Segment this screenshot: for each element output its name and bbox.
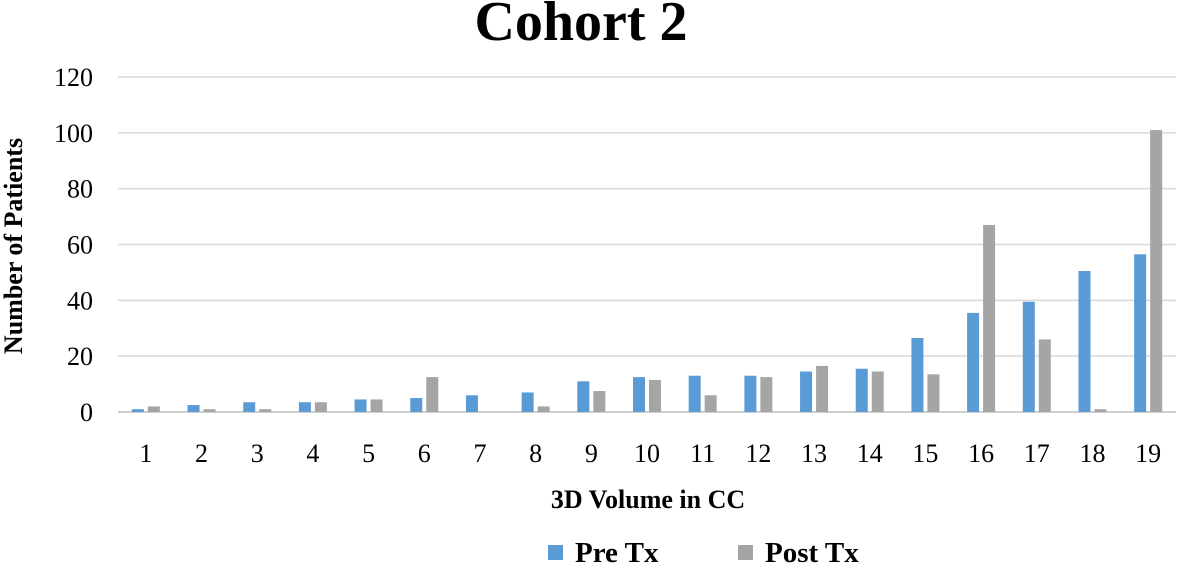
x-axis-label: 3D Volume in CC: [551, 485, 745, 514]
x-tick-label: 8: [529, 439, 542, 468]
y-tick-label: 20: [67, 342, 93, 371]
x-tick-label: 7: [473, 439, 486, 468]
bar-pre-tx: [187, 405, 200, 412]
bar-post-tx: [927, 374, 940, 412]
x-tick-label: 15: [912, 439, 938, 468]
x-tick-label: 18: [1079, 439, 1105, 468]
bar-pre-tx: [688, 375, 701, 412]
bar-post-tx: [147, 406, 160, 412]
x-tick-label: 12: [745, 439, 771, 468]
bar-pre-tx: [967, 312, 980, 412]
legend-swatch: [548, 545, 563, 560]
bar-post-tx: [983, 224, 996, 412]
gridlines: [118, 76, 1176, 413]
x-axis-ticks: 1 2 3 4 5 6 7 8 9 10 11 12 13 14 15 16 17 18 19: [139, 439, 1161, 468]
x-tick-label: 2: [195, 439, 208, 468]
bar-pre-tx: [633, 377, 645, 412]
y-axis-ticks: 0 20 40 60 80 100 120: [54, 63, 93, 427]
bar-pre-tx: [911, 338, 924, 412]
bar-post-tx: [649, 379, 661, 412]
bar-pre-tx: [298, 402, 311, 412]
bar-pre-tx: [1078, 271, 1091, 412]
legend-label: Pre Tx: [575, 537, 659, 569]
x-tick-label: 3: [251, 439, 264, 468]
bar-pre-tx: [465, 395, 478, 412]
bar-post-tx: [259, 409, 272, 412]
x-tick-label: 9: [585, 439, 598, 468]
bar-pre-tx: [1134, 254, 1147, 412]
bar-post-tx: [816, 365, 829, 412]
bar-post-tx: [593, 391, 606, 412]
y-tick-label: 100: [54, 119, 93, 148]
x-tick-label: 10: [634, 439, 660, 468]
x-tick-label: 1: [139, 439, 152, 468]
bar-pre-tx: [800, 371, 813, 412]
bar-post-tx: [370, 399, 383, 412]
x-tick-label: 19: [1135, 439, 1161, 468]
x-tick-label: 4: [306, 439, 319, 468]
bar-pre-tx: [410, 398, 423, 412]
x-tick-label: 17: [1024, 439, 1050, 468]
bar-post-tx: [314, 402, 327, 412]
y-tick-label: 60: [67, 231, 93, 260]
bar-pre-tx: [521, 392, 534, 412]
bar-pre-tx: [243, 402, 256, 412]
bar-pre-tx: [1022, 301, 1035, 412]
bar-post-tx: [704, 395, 717, 412]
bar-pre-tx: [855, 368, 868, 412]
y-tick-label: 0: [80, 398, 93, 427]
bar-post-tx: [760, 377, 773, 412]
x-tick-label: 6: [418, 439, 431, 468]
bar-post-tx: [1150, 130, 1163, 412]
y-tick-label: 80: [67, 175, 93, 204]
bar-pre-tx: [744, 375, 757, 412]
legend: Pre Tx Post Tx: [548, 537, 859, 569]
bar-pre-tx: [577, 381, 590, 412]
y-tick-label: 40: [67, 286, 93, 315]
bar-post-tx: [537, 406, 550, 412]
bar-post-tx: [426, 377, 439, 412]
bars: [131, 130, 1163, 412]
x-tick-label: 13: [801, 439, 827, 468]
legend-swatch: [738, 545, 753, 560]
bar-post-tx: [1038, 339, 1051, 412]
bar-post-tx: [871, 371, 884, 412]
bar-pre-tx: [354, 399, 367, 412]
bar-post-tx: [203, 409, 216, 412]
x-tick-label: 14: [857, 439, 883, 468]
legend-label: Post Tx: [765, 537, 859, 569]
y-axis-label: Number of Patients: [0, 138, 28, 354]
bar-post-tx: [1094, 409, 1107, 412]
x-tick-label: 5: [362, 439, 375, 468]
x-tick-label: 11: [690, 439, 715, 468]
chart-title: Cohort 2: [474, 0, 687, 53]
y-tick-label: 120: [54, 63, 93, 92]
x-tick-label: 16: [968, 439, 994, 468]
bar-pre-tx: [131, 409, 144, 412]
